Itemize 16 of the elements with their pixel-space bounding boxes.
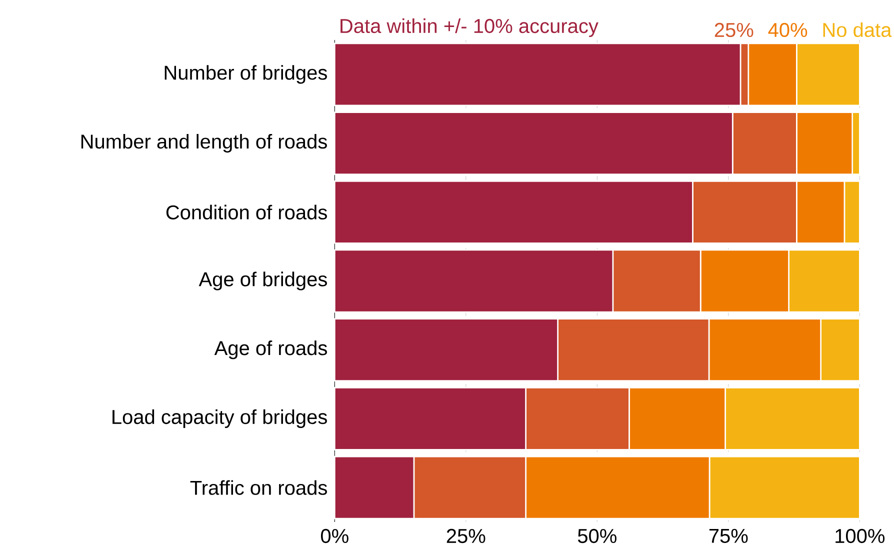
x-tick-label: 0%	[320, 528, 348, 544]
series-label: 40%	[768, 22, 808, 38]
x-tick-label: 75%	[709, 528, 748, 543]
y-tick-label: Age of bridges	[198, 272, 327, 290]
y-tick-label: Condition of roads	[166, 204, 327, 220]
series-label: Data within +/- 10% accuracy	[340, 18, 598, 38]
x-tick-label: 25%	[446, 528, 486, 544]
y-tick-label: Number of bridges	[164, 65, 327, 84]
y-tick-label: Age of roads	[214, 340, 327, 360]
x-tick-label: 100%	[836, 528, 885, 544]
y-tick-label: Number and length of roads	[81, 134, 327, 153]
x-tick-label: 50%	[578, 528, 616, 544]
series-label: No data	[823, 22, 892, 38]
y-tick-label: Load capacity of bridges	[112, 409, 327, 428]
series-label: 25%	[714, 22, 754, 38]
y-tick-label: Traffic on roads	[190, 480, 327, 495]
